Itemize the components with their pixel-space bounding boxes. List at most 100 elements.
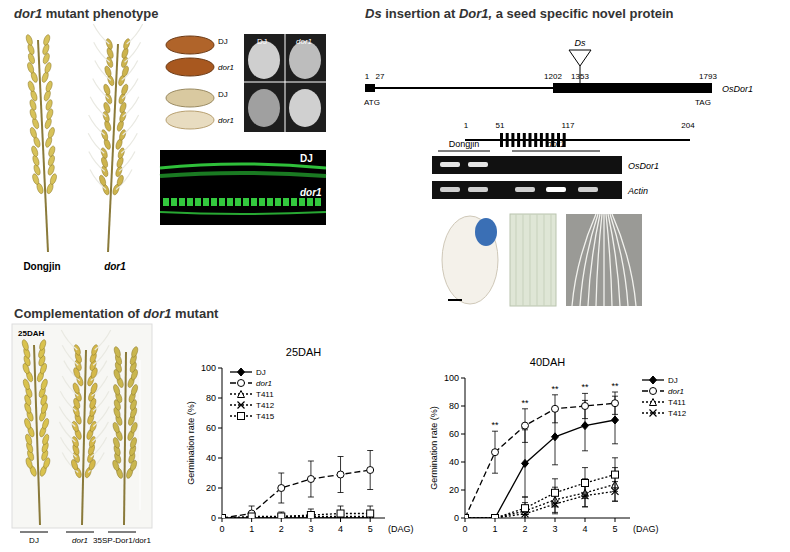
legend-marker — [650, 388, 657, 395]
cell — [195, 198, 201, 206]
word: 80 — [449, 401, 459, 411]
y-tick-label: 0 — [211, 513, 216, 523]
marker — [582, 480, 589, 487]
sprout — [88, 133, 104, 153]
word: 4 — [338, 524, 343, 534]
word: T412 — [256, 401, 275, 410]
series-line — [465, 484, 615, 518]
legend-marker — [238, 402, 245, 409]
cell — [219, 198, 225, 206]
word: Germination — [429, 441, 439, 490]
y-tick — [218, 428, 222, 429]
series-line — [465, 475, 615, 518]
marker — [248, 513, 255, 518]
x-tick-label: 1 — [492, 524, 497, 534]
word: dor1 — [218, 116, 234, 125]
cell — [203, 198, 209, 206]
word: 60 — [449, 429, 459, 439]
error-bar — [367, 506, 373, 518]
marker — [367, 510, 374, 517]
word: 117 — [562, 121, 575, 130]
repeat — [540, 133, 543, 147]
error-bar — [612, 392, 618, 414]
scale-bar — [448, 299, 462, 301]
x-axis-label: (DAG) — [388, 524, 414, 534]
label: dor1 — [218, 116, 234, 125]
x-tick — [281, 518, 282, 522]
word: 5 — [368, 524, 373, 534]
label: DJ — [300, 153, 313, 164]
label: 1793 — [699, 72, 717, 81]
word: OsDor1 — [628, 161, 659, 171]
x-tick — [495, 518, 496, 522]
x-axis — [222, 518, 385, 519]
cell — [315, 198, 321, 206]
word: specific — [536, 6, 588, 21]
legend: DJdor1T411T412T415 — [230, 368, 275, 421]
word: mutant — [171, 306, 219, 321]
legend-label: DJ — [668, 376, 678, 385]
band — [160, 164, 326, 168]
label: 1202 — [544, 72, 562, 81]
x-tick-label: 0 — [219, 524, 224, 534]
word: rate — [186, 418, 196, 436]
legend-label: DJ — [256, 368, 266, 377]
gus-photos — [442, 214, 642, 306]
root — [596, 214, 602, 306]
word: 1353 — [571, 72, 589, 81]
y-tick-label: 40 — [206, 453, 216, 463]
label: Dongjin — [449, 139, 480, 149]
label: DJ — [29, 536, 39, 545]
cell — [307, 198, 313, 206]
word: 40DAH — [530, 356, 566, 368]
grain — [42, 34, 51, 46]
vein — [516, 214, 517, 306]
cell — [171, 198, 177, 206]
word: T415 — [256, 412, 275, 421]
legend-marker — [650, 399, 657, 406]
word: 0 — [462, 524, 467, 534]
plot-area — [222, 451, 374, 519]
group-line — [512, 151, 600, 152]
error-bar — [582, 400, 588, 450]
word: dor1 — [296, 37, 312, 46]
marker — [465, 515, 469, 519]
cell — [251, 198, 257, 206]
cell — [187, 198, 193, 206]
series-line — [222, 514, 370, 519]
section-photo — [244, 34, 326, 132]
word: DJ — [218, 37, 228, 46]
word: dor1 — [256, 379, 272, 388]
y-tick-label: 80 — [449, 401, 459, 411]
label-line — [66, 532, 94, 533]
word: 40 — [206, 453, 216, 463]
cell — [291, 198, 297, 206]
sprout — [95, 330, 111, 350]
y-tick — [218, 488, 222, 489]
cell — [267, 198, 273, 206]
word: DJ — [218, 90, 228, 99]
word: 0 — [454, 513, 459, 523]
seed-section — [289, 89, 321, 127]
marker — [582, 403, 589, 410]
annotation: ** — [521, 398, 529, 408]
word: 1 — [365, 72, 370, 81]
marker — [612, 471, 619, 478]
marker — [222, 515, 226, 519]
word: 100 — [201, 363, 216, 373]
word: 5 — [612, 524, 617, 534]
scale-bar — [140, 360, 141, 510]
word: 1 — [249, 524, 254, 534]
word: dor1 — [668, 387, 684, 396]
error-bar — [338, 506, 344, 518]
marker — [522, 459, 529, 467]
marker — [492, 515, 499, 519]
marker — [582, 422, 589, 430]
gus-root-bg — [566, 214, 642, 306]
marker — [465, 515, 469, 519]
word: (%) — [186, 401, 196, 418]
marker — [552, 489, 559, 496]
word: ** — [551, 384, 559, 394]
y-tick — [461, 406, 465, 407]
label: OsDor1 — [722, 84, 753, 94]
